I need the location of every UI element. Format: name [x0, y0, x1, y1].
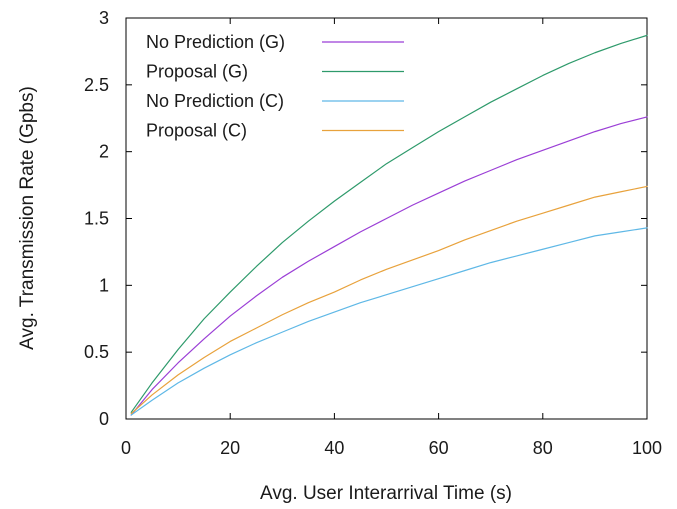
- x-tick-label: 0: [121, 438, 131, 458]
- legend-label-proposal-g: Proposal (G): [146, 62, 248, 82]
- legend: No Prediction (G) Proposal (G) No Predicti…: [146, 32, 404, 141]
- series-group: [130, 34, 648, 416]
- x-tick-label: 40: [324, 438, 344, 458]
- axes: 0 20 40 60 80 100 0 0.5 1 1.5 2 2.5 3: [84, 8, 662, 458]
- x-tick-label: 100: [632, 438, 662, 458]
- y-axis-title: Avg. Transmission Rate (Gpbs): [17, 86, 38, 350]
- y-tick-label: 1.5: [84, 209, 109, 229]
- series-line-no-prediction-c: [130, 227, 648, 416]
- x-axis-title: Avg. User Interarrival Time (s): [260, 483, 512, 504]
- y-tick-label: 0: [99, 409, 109, 429]
- x-tick-label: 80: [533, 438, 553, 458]
- legend-label-no-prediction-c: No Prediction (C): [146, 91, 284, 111]
- legend-label-no-prediction-g: No Prediction (G): [146, 32, 285, 52]
- x-tick-label: 20: [220, 438, 240, 458]
- series-line-proposal-c: [130, 185, 648, 415]
- y-tick-label: 2.5: [84, 75, 109, 95]
- series-line-no-prediction-g: [130, 116, 648, 416]
- y-tick-label: 0.5: [84, 342, 109, 362]
- series-line-proposal-g: [130, 34, 648, 413]
- y-tick-label: 1: [99, 275, 109, 295]
- y-tick-label: 2: [99, 142, 109, 162]
- legend-label-proposal-c: Proposal (C): [146, 121, 247, 141]
- y-tick-label: 3: [99, 8, 109, 28]
- x-tick-label: 60: [429, 438, 449, 458]
